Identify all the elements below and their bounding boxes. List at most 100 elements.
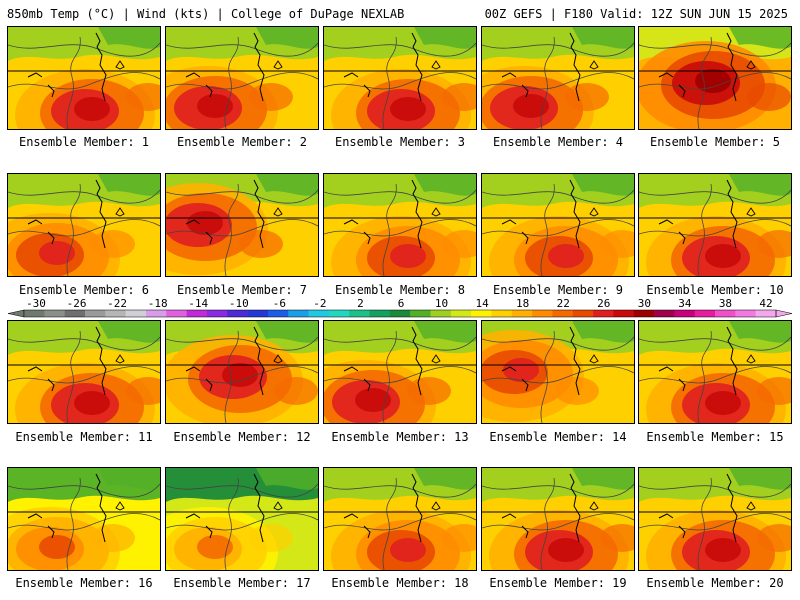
colorbar-swatch [491,310,513,317]
colorbar-swatch [44,310,65,317]
ensemble-member-label: Ensemble Member: 6 [18,283,150,297]
ensemble-member-label: Ensemble Member: 5 [649,135,781,149]
run-valid-time: 00Z GEFS | F180 Valid: 12Z SUN JUN 15 20… [484,7,788,21]
colorbar-swatch [227,310,248,317]
colorbar-swatch [84,310,106,317]
ensemble-member-panel [7,467,161,571]
colorbar-swatch [471,310,492,317]
colorbar-swatch [511,310,533,317]
temperature-field-map [639,174,791,276]
colorbar-tick-label: -26 [67,297,87,310]
temperature-field-map [482,321,634,423]
colorbar-tick-label: -2 [313,297,326,310]
colorbar-swatch [328,310,350,317]
colorbar-tick-label: -22 [107,297,127,310]
colorbar-swatch [410,310,431,317]
ensemble-member-panel [481,26,635,130]
ensemble-member-label: Ensemble Member: 11 [15,430,153,444]
ensemble-member-panel [638,467,792,571]
colorbar-swatch [369,310,391,317]
ensemble-member-label: Ensemble Member: 14 [489,430,627,444]
ensemble-member-panel [481,173,635,277]
colorbar-tick-label: 34 [678,297,692,310]
colorbar-tick-label: 6 [398,297,405,310]
colorbar-swatch [389,310,411,317]
ensemble-member-panel [638,26,792,130]
temperature-field-map [166,321,318,423]
colorbar-swatch [572,310,594,317]
temperature-field-map [324,174,476,276]
temperature-field-map [639,468,791,570]
colorbar-swatch [532,310,553,317]
ensemble-member-label: Ensemble Member: 4 [492,135,624,149]
ensemble-member-panel [165,320,319,424]
ensemble-member-panel [638,320,792,424]
colorbar-swatch [247,310,269,317]
ensemble-member-panel [7,173,161,277]
colorbar-left-arrow [7,309,25,318]
colorbar-swatch [24,310,45,317]
colorbar-swatch [206,310,228,317]
colorbar-swatch [105,310,126,317]
colorbar-swatch [450,310,472,317]
ensemble-member-label: Ensemble Member: 10 [646,283,784,297]
colorbar-swatch [430,310,452,317]
ensemble-member-label: Ensemble Member: 3 [334,135,466,149]
ensemble-member-panel [323,26,477,130]
colorbar-tick-label: 38 [719,297,732,310]
ensemble-member-label: Ensemble Member: 2 [176,135,308,149]
ensemble-member-panel [7,26,161,130]
ensemble-member-label: Ensemble Member: 8 [334,283,466,297]
colorbar-tick-label: -10 [229,297,249,310]
colorbar-swatch [633,310,655,317]
ensemble-member-label: Ensemble Member: 1 [18,135,150,149]
temperature-field-map [324,321,476,423]
colorbar-tick-label: 26 [597,297,610,310]
ensemble-member-panel [165,173,319,277]
colorbar-tick-label: -30 [26,297,46,310]
colorbar-swatch [735,310,756,317]
ensemble-member-panel [7,320,161,424]
colorbar-tick-label: 10 [435,297,448,310]
ensemble-member-label: Ensemble Member: 15 [646,430,784,444]
ensemble-member-label: Ensemble Member: 9 [492,283,624,297]
colorbar-swatch [674,310,696,317]
temperature-field-map [8,174,160,276]
colorbar-tick-label: 18 [516,297,529,310]
ensemble-member-label: Ensemble Member: 17 [173,576,311,590]
ensemble-member-panel [323,173,477,277]
temperature-field-map [482,468,634,570]
temperature-field-map [482,174,634,276]
colorbar-swatch [267,310,289,317]
colorbar-swatch [166,310,187,317]
temperature-field-map [166,27,318,129]
colorbar-swatch [125,310,147,317]
ensemble-member-label: Ensemble Member: 20 [646,576,784,590]
temperature-field-map [8,321,160,423]
colorbar-swatch [694,310,716,317]
temperature-field-map [166,468,318,570]
ensemble-member-panel [323,467,477,571]
colorbar-swatch [654,310,675,317]
ensemble-member-panel [638,173,792,277]
ensemble-member-panel [165,26,319,130]
temperature-field-map [324,27,476,129]
ensemble-member-label: Ensemble Member: 19 [489,576,627,590]
temperature-field-map [639,27,791,129]
colorbar-swatch [755,310,777,317]
colorbar-tick-label: -18 [148,297,168,310]
temperature-field-map [166,174,318,276]
colorbar-swatch [288,310,309,317]
ensemble-member-label: Ensemble Member: 7 [176,283,308,297]
colorbar-swatch [64,310,86,317]
temperature-field-map [482,27,634,129]
colorbar-swatch [349,310,370,317]
colorbar-tick-label: -14 [188,297,208,310]
temperature-field-map [324,468,476,570]
colorbar-right-arrow [775,309,793,318]
ensemble-member-label: Ensemble Member: 12 [173,430,311,444]
colorbar-tick-label: 22 [557,297,570,310]
colorbar-tick-label: 42 [759,297,772,310]
map-title: 850mb Temp (°C) | Wind (kts) | College o… [7,7,405,21]
colorbar-swatch [186,310,208,317]
